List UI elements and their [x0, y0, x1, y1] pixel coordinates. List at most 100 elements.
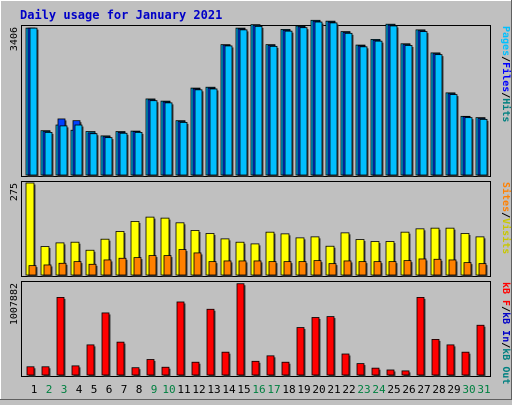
- kbytes-bar-25-fill: [386, 369, 395, 376]
- kbytes-bar-20: [311, 317, 321, 377]
- pages-bar-23-fill: [359, 46, 368, 176]
- sites-bar-21: [328, 263, 338, 277]
- pages-bar-3: [59, 125, 69, 177]
- pages-bar-26-fill: [404, 45, 413, 176]
- day-label-16: 16: [252, 383, 265, 396]
- day-label-3: 3: [61, 383, 68, 396]
- kbytes-bar-17-fill: [266, 355, 275, 376]
- day-label-25: 25: [387, 383, 400, 396]
- kbytes-bar-9-fill: [146, 359, 155, 376]
- day-label-6: 6: [106, 383, 113, 396]
- sites-bar-15: [238, 260, 248, 277]
- kbytes-bar-6: [101, 312, 111, 377]
- sites-bar-4-fill: [73, 261, 82, 276]
- pages-bar-9: [149, 100, 159, 177]
- kbytes-bar-4-fill: [71, 365, 80, 376]
- day-label-2: 2: [46, 383, 53, 396]
- pages-bar-5-fill: [89, 133, 98, 176]
- sites-bar-13-fill: [208, 261, 217, 276]
- kbytes-bar-10: [161, 366, 171, 377]
- visits-bar-1: [25, 182, 36, 277]
- kbytes-bar-3: [56, 297, 66, 377]
- pages-bar-27-fill: [419, 31, 428, 176]
- sites-bar-29-fill: [448, 259, 457, 276]
- bars-layer: [25, 19, 489, 377]
- day-label-31: 31: [477, 383, 490, 396]
- pages-bar-29-fill: [449, 94, 458, 176]
- day-label-17: 17: [267, 383, 280, 396]
- pages-bar-8: [134, 132, 144, 177]
- kbytes-bar-21-fill: [326, 316, 335, 376]
- kbytes-bar-29-fill: [446, 344, 455, 376]
- pages-bar-11: [179, 122, 189, 177]
- kbytes-side-legend: kB F/kB In/kB Out: [500, 282, 511, 384]
- sites-bar-25-fill: [388, 261, 397, 276]
- kbytes-bar-12: [191, 361, 201, 377]
- legend-visits: Visits: [500, 218, 512, 254]
- pages-bar-2: [44, 132, 54, 177]
- sites-bar-14: [223, 260, 233, 277]
- sites-bar-18-fill: [283, 261, 292, 276]
- sites-bar-18: [283, 261, 293, 277]
- kbytes-bar-11-fill: [176, 301, 185, 376]
- pages-bar-14: [224, 45, 234, 177]
- kbytes-bar-5: [86, 344, 96, 377]
- day-label-10: 10: [162, 383, 175, 396]
- kbytes-bar-31-fill: [476, 324, 485, 376]
- sites-bar-1-fill: [28, 265, 37, 276]
- day-label-13: 13: [207, 383, 220, 396]
- x-axis-labels: 1 2 3 4 5 6 7 8 9 10 11 12 13 14 15 16 17 18 19 20 21 22 23 24 2…: [31, 383, 491, 396]
- kbytes-bar-3-fill: [56, 297, 65, 376]
- sites-bar-3-fill: [58, 262, 67, 276]
- sites-bar-22: [343, 260, 353, 277]
- pages-bar-13: [209, 88, 219, 177]
- pages-bar-17: [269, 45, 279, 177]
- day-label-18: 18: [282, 383, 295, 396]
- kbytes-bar-9: [146, 359, 156, 377]
- kbytes-bar-10-fill: [161, 366, 170, 376]
- pages-bar-7-fill: [119, 132, 128, 176]
- kbytes-bar-19-fill: [296, 327, 305, 376]
- pages-bar-26: [404, 45, 414, 177]
- day-label-15: 15: [237, 383, 250, 396]
- sites-bar-26-fill: [403, 260, 412, 276]
- day-label-19: 19: [297, 383, 310, 396]
- kbytes-bar-30: [461, 351, 471, 377]
- kbytes-bar-24: [371, 367, 381, 377]
- sites-bar-17-fill: [268, 261, 277, 276]
- pages-bar-7: [119, 132, 129, 177]
- kbytes-bar-28-fill: [431, 339, 440, 376]
- visits-side-legend: Sites/Visits: [500, 182, 512, 254]
- pages-bar-3-fill: [59, 125, 68, 176]
- sites-bar-20: [313, 260, 323, 277]
- sites-bar-6: [103, 259, 113, 277]
- pages-bar-31-fill: [479, 118, 488, 176]
- kbytes-bar-8: [131, 367, 141, 377]
- kbytes-bar-2-fill: [41, 366, 50, 376]
- pages-bar-15-fill: [239, 29, 248, 176]
- day-label-27: 27: [417, 383, 430, 396]
- sites-bar-4: [73, 261, 83, 277]
- kbytes-bar-12-fill: [191, 361, 200, 376]
- pages-bar-14-fill: [224, 45, 233, 176]
- sites-bar-9: [148, 255, 158, 277]
- legend-hits: Hits: [500, 98, 512, 122]
- sites-bar-28-fill: [433, 258, 442, 276]
- sites-bar-10: [163, 255, 173, 277]
- sites-bar-5-fill: [88, 263, 97, 276]
- sites-bar-9-fill: [148, 255, 157, 276]
- pages-bar-12: [194, 89, 204, 177]
- legend-kbin: kB In: [500, 312, 511, 342]
- pages-bar-18-fill: [284, 30, 293, 176]
- sites-bar-11: [178, 249, 188, 277]
- sites-bar-13: [208, 261, 218, 277]
- pages-bar-21: [329, 22, 339, 177]
- kbytes-bar-28: [431, 339, 441, 377]
- sites-bar-12-fill: [193, 252, 202, 276]
- sites-bar-17: [268, 261, 278, 277]
- day-label-21: 21: [327, 383, 340, 396]
- visits-max-label: 275: [9, 183, 20, 201]
- kbytes-bar-1-fill: [26, 366, 35, 376]
- day-label-5: 5: [91, 383, 98, 396]
